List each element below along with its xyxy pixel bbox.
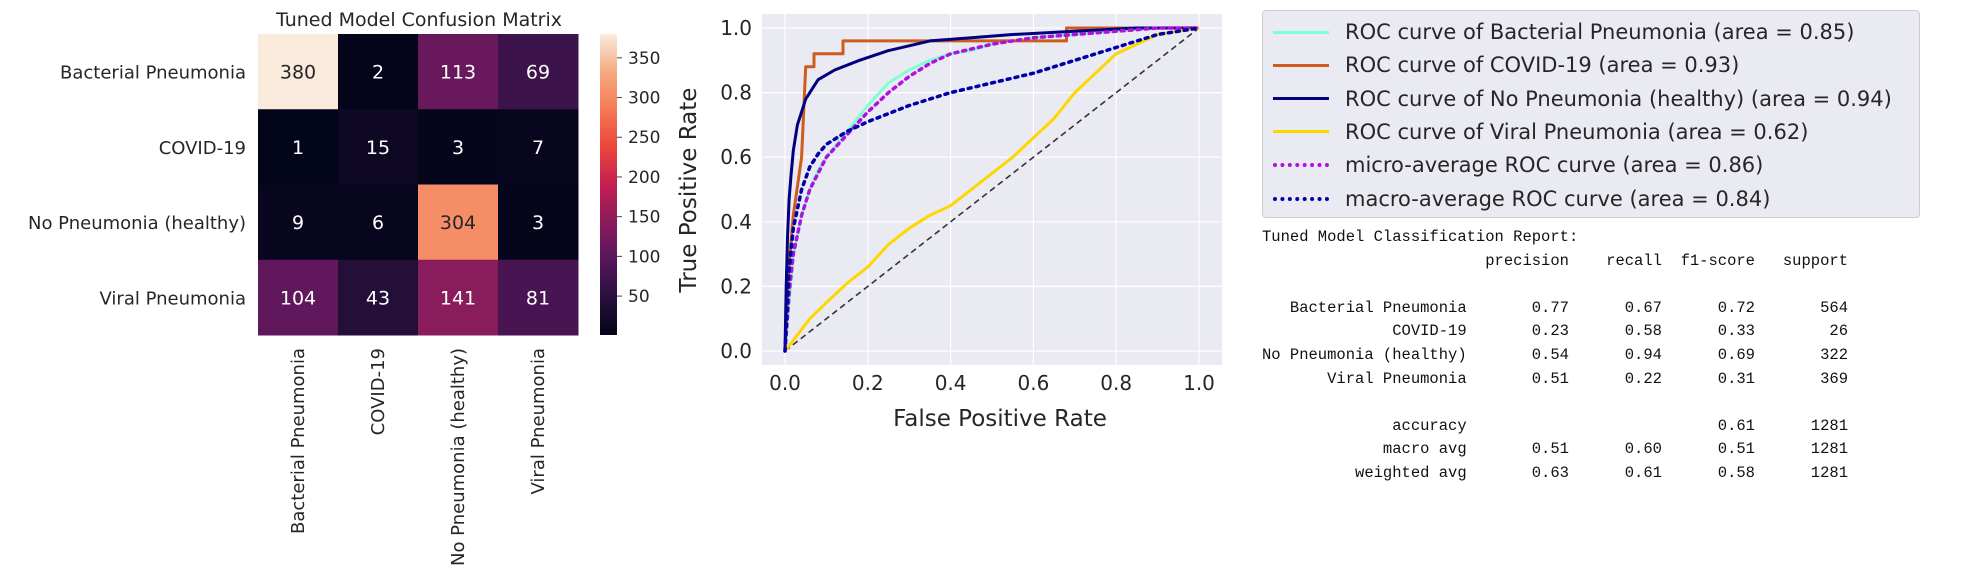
heatmap-cell-value: 113: [440, 62, 476, 84]
heatmap-cell: [498, 184, 579, 261]
heatmap-cell-value: 3: [532, 212, 544, 234]
report-summary-row: macro avg 0.51 0.60 0.51 1281: [1262, 440, 1848, 459]
legend-item-covid-19: ROC curve of COVID-19 (area = 0.93): [1273, 50, 1739, 80]
heatmap-column-label: No Pneumonia (healthy): [448, 348, 469, 566]
confusion-matrix-chart: Tuned Model Confusion Matrix 380 2 113 691 1…: [28, 9, 660, 566]
heatmap-cell-value: 104: [280, 287, 316, 309]
confusion-matrix-title: Tuned Model Confusion Matrix: [275, 9, 562, 31]
report-class-row: Bacterial Pneumonia 0.77 0.67 0.72 564: [1262, 298, 1848, 317]
heatmap-cell-value: 380: [280, 62, 316, 84]
colorbar-tick-label: 300: [628, 89, 660, 109]
legend-swatch: [1273, 130, 1329, 134]
heatmap-row-label: Bacterial Pneumonia: [60, 63, 246, 84]
roc-curve-no-pneumonia: [783, 26, 1199, 352]
colorbar-tick-label: 350: [628, 49, 660, 69]
roc-legend: ROC curve of Bacterial Pneumonia (area =…: [1262, 10, 1920, 218]
legend-item-no-pneumonia: ROC curve of No Pneumonia (healthy) (are…: [1273, 84, 1892, 114]
legend-swatch: [1273, 196, 1329, 201]
legend-swatch: [1273, 30, 1329, 34]
heatmap-column-label: Bacterial Pneumonia: [288, 348, 309, 534]
legend-label: ROC curve of No Pneumonia (healthy) (are…: [1345, 86, 1892, 111]
roc-y-tick-label: 0.6: [720, 145, 752, 169]
heatmap-cell-value: 141: [440, 287, 476, 309]
heatmap-row-label: No Pneumonia (healthy): [28, 213, 246, 234]
roc-y-axis-label: True Positive Rate: [676, 88, 702, 294]
legend-label: ROC curve of Bacterial Pneumonia (area =…: [1345, 20, 1855, 44]
roc-chart: 0.0 0.2 0.4 0.6 0.8 1.0 0.0 0.2 0.4 0.6 0.8 1.0 Fal…: [676, 14, 1222, 432]
roc-y-tick-label: 0.0: [720, 339, 752, 363]
heatmap-cell-value: 304: [440, 212, 476, 234]
heatmap-cell: [258, 259, 339, 336]
heatmap-cell: [258, 109, 339, 185]
roc-y-tick-label: 0.8: [720, 81, 752, 105]
heatmap-row-label: Viral Pneumonia: [100, 288, 247, 309]
colorbar-tick-label: 50: [628, 287, 650, 307]
report-class-row: COVID-19 0.23 0.58 0.33 26: [1262, 322, 1848, 341]
heatmap-cell: [498, 259, 579, 336]
heatmap-cell: [258, 184, 339, 261]
heatmap-cell-value: 69: [526, 62, 550, 84]
heatmap-cell-value: 1: [292, 137, 304, 159]
heatmap-column-label: COVID-19: [368, 348, 389, 435]
colorbar: [600, 34, 617, 335]
heatmap-cell-value: 15: [366, 137, 390, 159]
colorbar-tick-label: 150: [628, 208, 660, 228]
report-header-row: precision recall f1-score support: [1262, 251, 1848, 270]
heatmap-cell: [418, 184, 499, 261]
legend-label: macro-average ROC curve (area = 0.84): [1345, 186, 1771, 211]
roc-diagonal-chance-line: [784, 27, 1200, 352]
heatmap-cell: [338, 34, 419, 110]
roc-y-tick-label: 0.2: [720, 274, 752, 298]
heatmap-row-label: COVID-19: [159, 138, 246, 159]
roc-x-tick-label: 0.6: [1017, 371, 1049, 395]
heatmap-cell-value: 81: [526, 287, 550, 309]
roc-x-axis-label: False Positive Rate: [893, 406, 1107, 432]
heatmap-cell: [418, 34, 499, 110]
roc-x-tick-label: 0.8: [1100, 371, 1132, 395]
colorbar-tick-label: 250: [628, 128, 660, 148]
legend-label: ROC curve of Viral Pneumonia (area = 0.6…: [1345, 119, 1809, 144]
roc-x-tick-label: 0.4: [935, 371, 967, 395]
roc-curve-covid-19: [783, 26, 1199, 352]
legend-item-viral-pneumonia: ROC curve of Viral Pneumonia (area = 0.6…: [1273, 117, 1808, 147]
heatmap-cell-value: 2: [372, 62, 384, 84]
report-summary-row: weighted avg 0.63 0.61 0.58 1281: [1262, 463, 1848, 482]
report-class-row: Viral Pneumonia 0.51 0.22 0.31 369: [1262, 369, 1848, 388]
legend-item-macro-average: macro-average ROC curve (area = 0.84): [1273, 184, 1770, 214]
report-summary-row: accuracy 0.61 1281: [1262, 416, 1848, 435]
heatmap-cell: [418, 259, 499, 336]
legend-swatch: [1273, 163, 1329, 168]
report-class-row: No Pneumonia (healthy) 0.54 0.94 0.69 32…: [1262, 345, 1848, 364]
heatmap-cell: [338, 184, 419, 261]
roc-y-tick-label: 1.0: [720, 16, 752, 40]
heatmap-cell-value: 3: [452, 137, 464, 159]
colorbar-tick-label: 200: [628, 168, 660, 188]
heatmap-cell: [498, 109, 579, 185]
colorbar-tick-label: 100: [628, 247, 660, 267]
roc-y-tick-label: 0.4: [720, 210, 752, 234]
heatmap-cell: [338, 259, 419, 336]
heatmap-cell-value: 6: [372, 212, 384, 234]
roc-curve-viral-pneumonia: [783, 26, 1200, 352]
heatmap-cell-value: 9: [292, 212, 304, 234]
heatmap-cell-value: 43: [366, 287, 390, 309]
roc-x-tick-label: 1.0: [1183, 371, 1215, 395]
heatmap-cell-value: 7: [532, 137, 544, 159]
legend-item-micro-average: micro-average ROC curve (area = 0.86): [1273, 150, 1763, 180]
heatmap-cell: [338, 109, 419, 185]
heatmap-cell: [258, 34, 339, 110]
legend-label: micro-average ROC curve (area = 0.86): [1345, 153, 1764, 178]
roc-x-tick-label: 0.0: [769, 371, 801, 395]
heatmap-cell: [418, 109, 499, 185]
heatmap-cell: [498, 34, 579, 110]
legend-swatch: [1273, 63, 1329, 67]
classification-report: Tuned Model Classification Report: preci…: [1262, 226, 1848, 486]
legend-label: ROC curve of COVID-19 (area = 0.93): [1345, 53, 1740, 78]
heatmap-column-label: Viral Pneumonia: [528, 348, 549, 495]
roc-curve-micro-average: [783, 26, 1201, 353]
report-title: Tuned Model Classification Report:: [1262, 228, 1579, 246]
legend-item-bacterial-pneumonia: ROC curve of Bacterial Pneumonia (area =…: [1273, 17, 1854, 47]
roc-x-tick-label: 0.2: [852, 371, 884, 395]
legend-swatch: [1273, 97, 1329, 101]
